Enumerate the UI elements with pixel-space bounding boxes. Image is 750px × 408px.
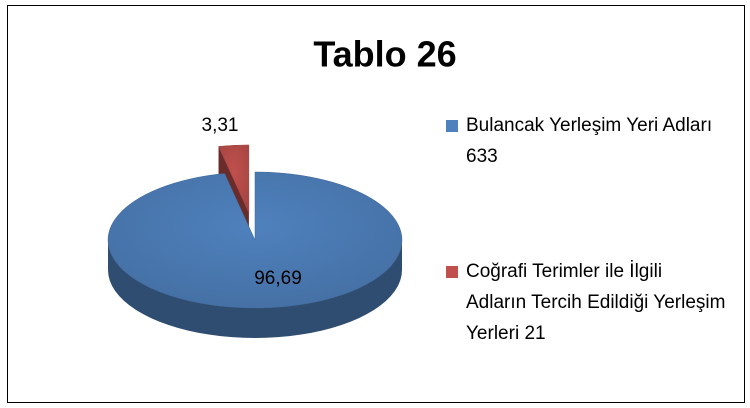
data-label: 3,31 [202,115,239,136]
legend-label: Bulancak Yerleşim Yeri Adları 633 [466,115,713,167]
data-label: 96,69 [254,268,302,289]
pie-slice [218,144,250,214]
legend-swatch [446,266,458,278]
legend-swatch [446,120,458,132]
chart-title: Tablo 26 [313,34,456,75]
pie-slice [107,171,403,309]
legend-label: Coğrafi Terimler ile İlgili Adların Terc… [466,261,726,344]
slice-side [108,240,402,338]
